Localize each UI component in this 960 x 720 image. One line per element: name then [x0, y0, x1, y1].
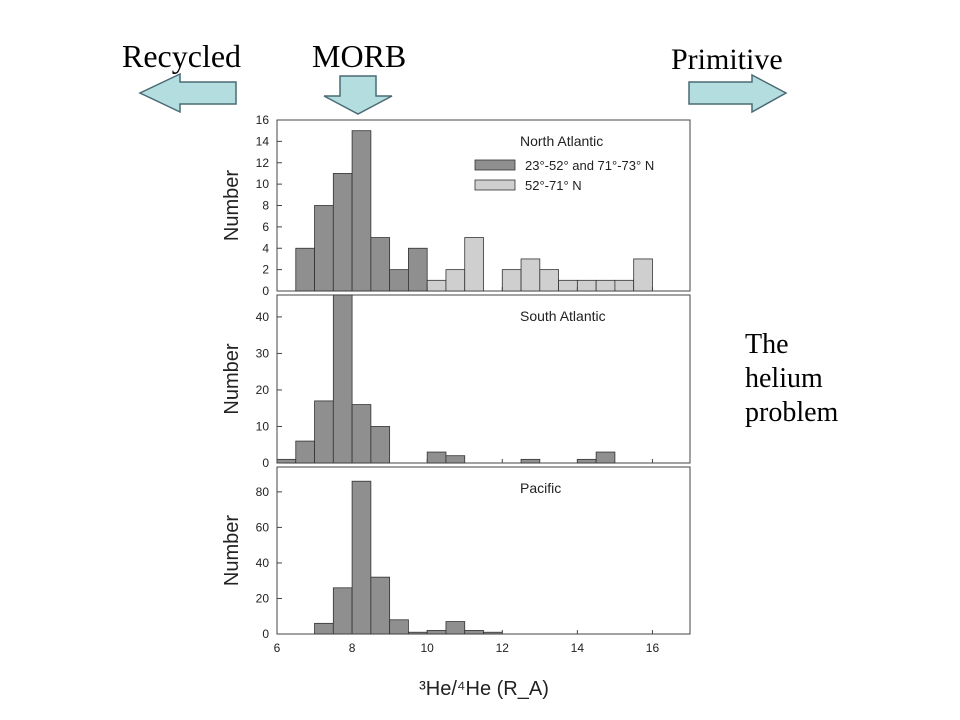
histogram-bar — [370, 576, 391, 635]
histogram-bar — [276, 458, 297, 464]
histogram-bar — [426, 279, 447, 292]
x-tick-label: 12 — [496, 641, 510, 655]
y-axis-label: Number — [221, 170, 243, 241]
y-tick-label: 30 — [256, 346, 270, 360]
histogram-bar — [464, 237, 484, 292]
histogram-bar — [332, 294, 353, 464]
side-note: The helium problem — [745, 328, 838, 430]
y-tick-label: 2 — [262, 263, 269, 277]
legend-label: 52°-71° N — [525, 178, 582, 193]
legend-swatch — [474, 159, 516, 171]
x-tick-label: 16 — [646, 641, 660, 655]
y-tick-label: 20 — [256, 383, 270, 397]
histogram-bar — [314, 622, 334, 635]
histogram-bar — [576, 279, 597, 292]
y-axis-label: Number — [221, 343, 243, 414]
down-arrow-icon — [323, 75, 393, 115]
histogram-bar — [314, 205, 334, 292]
y-tick-label: 80 — [256, 485, 270, 499]
side-note-line-2: helium — [745, 363, 823, 394]
histogram-bar — [464, 630, 484, 635]
histogram-bar — [445, 455, 466, 464]
histogram-bar — [558, 279, 578, 292]
histogram-bar — [370, 426, 391, 464]
histogram-bar — [370, 237, 391, 292]
y-tick-label: 4 — [262, 241, 269, 255]
x-axis-label: ³He/⁴He (R_A) — [419, 678, 549, 700]
histogram-bar — [314, 400, 334, 464]
y-tick-label: 60 — [256, 520, 270, 534]
panel-title: Pacific — [520, 480, 561, 496]
histogram-bar — [595, 451, 616, 464]
histogram-bar — [426, 630, 447, 635]
morb-label: MORB — [312, 38, 407, 74]
y-tick-label: 10 — [256, 419, 270, 433]
histogram-bar — [520, 458, 541, 464]
histogram-bar — [445, 269, 466, 292]
histogram-bar — [633, 258, 653, 292]
histogram-bar — [501, 269, 522, 292]
histogram-bar — [351, 130, 372, 292]
panel-title: South Atlantic — [520, 308, 606, 324]
histogram-bar — [576, 458, 597, 464]
histogram-bar — [332, 587, 353, 635]
histogram-bar — [445, 621, 466, 635]
y-tick-label: 0 — [262, 627, 269, 641]
panel-frame — [276, 294, 691, 464]
legend-label: 23°-52° and 71°-73° N — [525, 158, 654, 173]
histogram-bar — [295, 440, 315, 464]
x-tick-label: 10 — [421, 641, 435, 655]
y-axis-label: Number — [221, 515, 243, 586]
y-tick-label: 8 — [262, 199, 269, 213]
primitive-label: Primitive — [671, 43, 783, 76]
histogram-bar — [539, 269, 559, 292]
x-tick-label: 14 — [571, 641, 585, 655]
x-tick-label: 8 — [349, 641, 356, 655]
histogram-bar — [408, 247, 428, 292]
y-tick-label: 16 — [256, 113, 270, 127]
histogram-bar — [520, 258, 541, 292]
histogram-bar — [332, 173, 353, 292]
histogram-bar — [351, 480, 372, 635]
histogram-bar — [614, 279, 635, 292]
histogram-bar — [389, 619, 409, 635]
y-tick-label: 40 — [256, 310, 270, 324]
left-arrow-icon — [138, 72, 237, 114]
legend-swatch — [474, 179, 516, 191]
y-tick-label: 10 — [256, 177, 270, 191]
x-tick-label: 6 — [274, 641, 281, 655]
histogram-bar — [595, 279, 616, 292]
side-note-line-3: problem — [745, 397, 839, 428]
histogram-bar — [483, 631, 503, 635]
y-tick-label: 6 — [262, 220, 269, 234]
y-tick-label: 0 — [262, 456, 269, 470]
histogram-bar — [408, 631, 428, 635]
histogram-bar — [389, 269, 409, 292]
panel-title: North Atlantic — [520, 133, 603, 149]
histogram-bar — [295, 247, 315, 292]
recycled-label: Recycled — [122, 38, 242, 74]
histogram-bar — [426, 451, 447, 464]
y-tick-label: 0 — [262, 284, 269, 298]
y-tick-label: 40 — [256, 556, 270, 570]
y-tick-label: 20 — [256, 591, 270, 605]
y-tick-label: 14 — [256, 134, 270, 148]
y-tick-label: 12 — [256, 156, 270, 170]
right-arrow-icon — [688, 73, 788, 114]
side-note-line-1: The — [745, 329, 789, 360]
histogram-bar — [351, 404, 372, 464]
